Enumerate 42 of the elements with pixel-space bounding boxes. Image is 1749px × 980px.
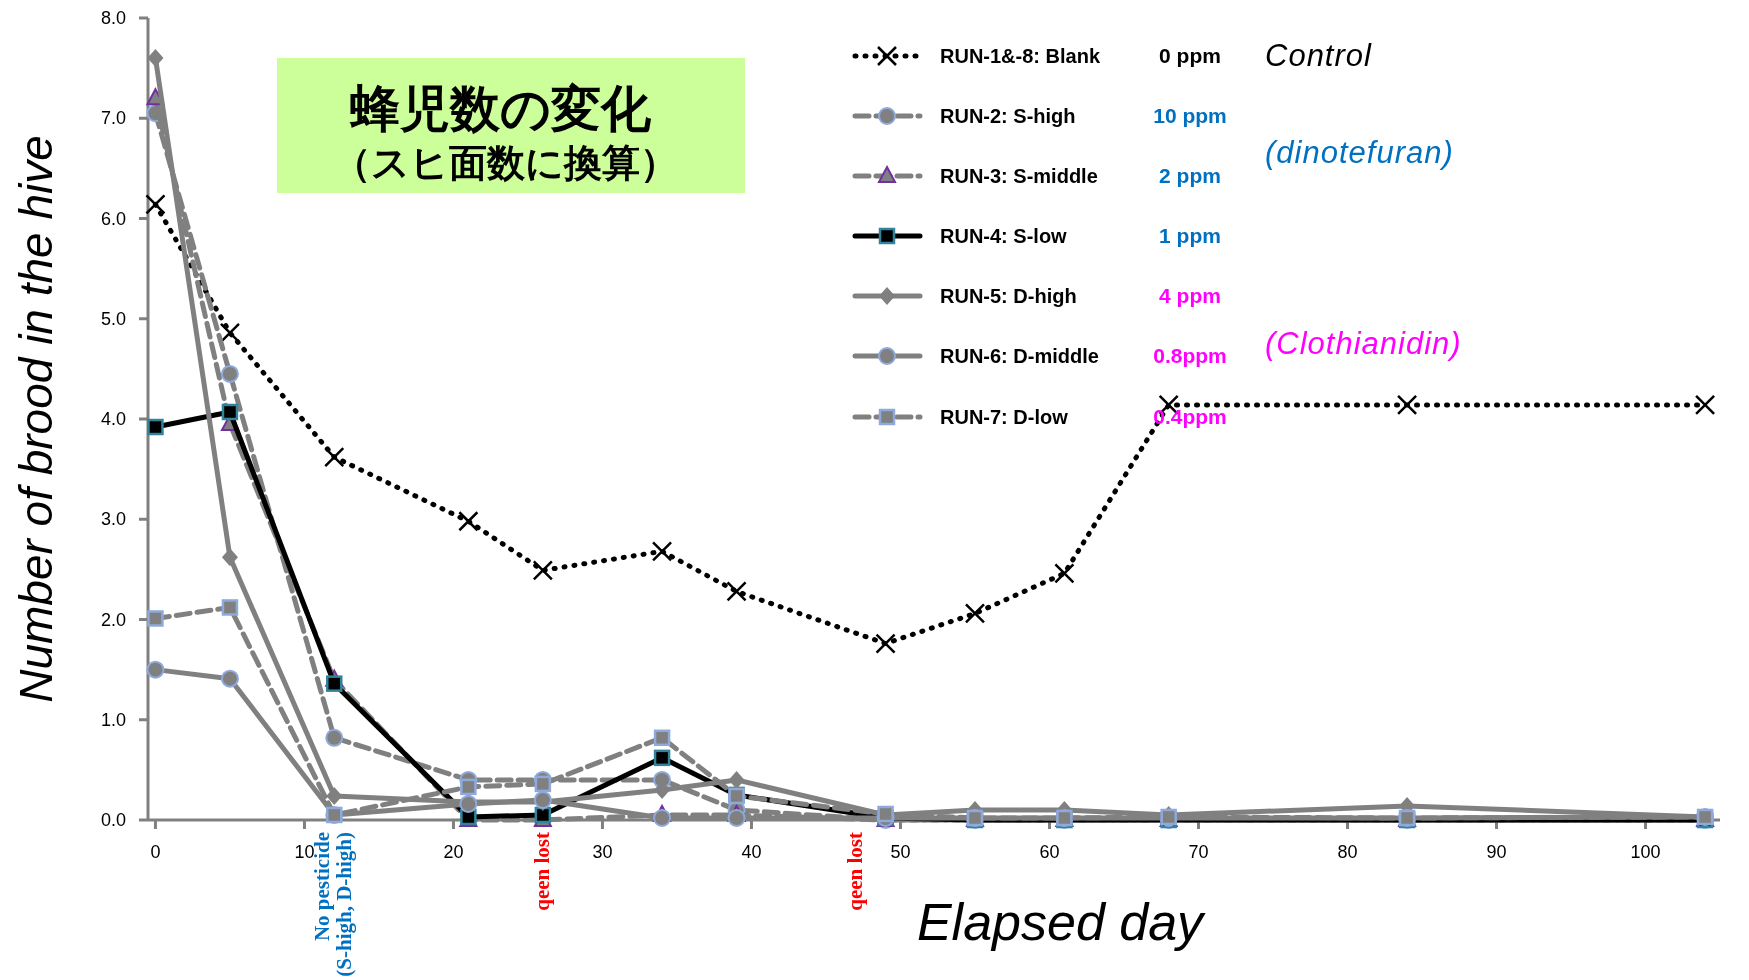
y-tick-label: 2.0	[100, 609, 126, 630]
x-tick-label: 20	[443, 842, 464, 862]
annotation: 2 ppm	[1159, 164, 1221, 187]
legend-label: RUN-6: D-middle	[940, 345, 1099, 367]
legend-label: RUN-1&-8: Blank	[940, 45, 1101, 67]
annotation: Control	[1265, 38, 1373, 73]
x-tick-label: 0	[150, 842, 161, 862]
annotation: 0.4ppm	[1153, 405, 1227, 428]
annotation: (dinotefuran)	[1265, 135, 1454, 170]
x-tick-label: 80	[1337, 842, 1358, 862]
annotation: qeen lost	[842, 831, 867, 911]
y-tick-label: 5.0	[100, 308, 126, 329]
title-box: 蜂児数の変化 （スヒ面数に換算）	[277, 58, 745, 193]
legend-label: RUN-5: D-high	[940, 285, 1077, 307]
x-tick-label: 100	[1630, 842, 1661, 862]
y-tick-label: 8.0	[100, 8, 126, 28]
annotation: 0.8ppm	[1153, 344, 1227, 367]
annotation: 10 ppm	[1153, 104, 1227, 127]
annotation: 4 ppm	[1159, 284, 1221, 307]
x-tick-label: 50	[890, 842, 911, 862]
y-tick-label: 4.0	[100, 409, 126, 429]
y-tick-label: 3.0	[100, 509, 126, 530]
legend-label: RUN-7: D-low	[940, 406, 1069, 428]
x-tick-label: 70	[1188, 842, 1209, 862]
legend-label: RUN-4: S-low	[940, 225, 1068, 247]
x-axis-title: Elapsed day	[916, 893, 1207, 951]
y-tick-label: 7.0	[100, 108, 126, 129]
legend-label: RUN-2: S-high	[940, 105, 1076, 127]
annotation: qeen lost	[529, 831, 554, 911]
annotation: (Clothianidin)	[1265, 326, 1462, 361]
x-tick-label: 60	[1039, 842, 1060, 862]
y-tick-label: 1.0	[100, 709, 126, 730]
annotation: 1 ppm	[1159, 224, 1221, 247]
x-tick-label: 40	[741, 842, 762, 862]
legend-label: RUN-3: S-middle	[940, 165, 1098, 187]
x-tick-label: 10	[294, 842, 315, 862]
y-axis-title: Number of brood in the hive	[10, 135, 62, 703]
y-tick-label: 0.0	[100, 810, 126, 830]
x-tick-label: 30	[592, 842, 613, 862]
y-tick-label: 6.0	[100, 208, 126, 229]
x-tick-label: 90	[1486, 842, 1507, 862]
annotation: 0 ppm	[1159, 44, 1221, 67]
